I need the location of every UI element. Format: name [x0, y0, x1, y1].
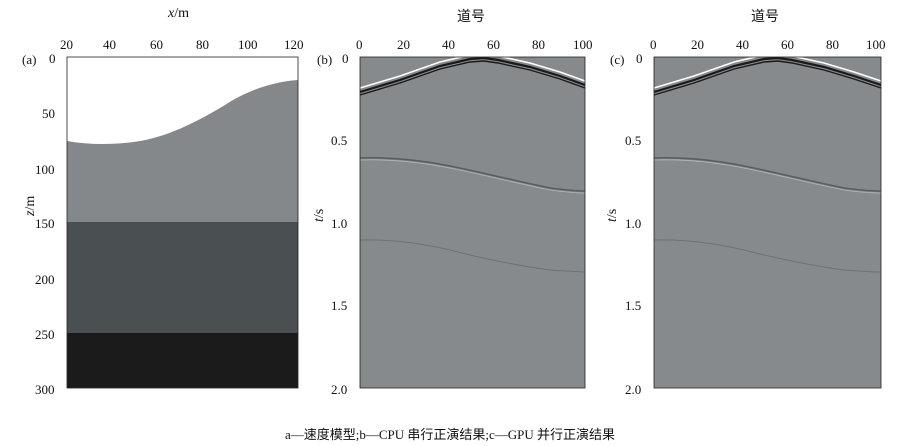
panel-c-xtick: 60	[781, 37, 794, 52]
panel-a-frame	[66, 56, 299, 389]
panel-b-ytick: 1.5	[331, 298, 348, 313]
panel-c-xtick: 40	[736, 37, 749, 52]
panel-a-xtick: 20	[60, 37, 73, 52]
layer-2-fill	[67, 222, 298, 333]
event-1-dark-2	[359, 60, 586, 96]
panel-c-label: (c)	[610, 52, 625, 67]
panel-a-xtick: 60	[150, 37, 163, 52]
panel-c-background	[654, 57, 881, 388]
layer-3-fill	[67, 333, 298, 388]
panel-c-frame	[653, 56, 882, 389]
panel-a-xtick: 120	[284, 37, 304, 52]
event-2-light	[653, 159, 882, 194]
panel-b-ytick: 1.0	[331, 216, 348, 231]
panel-b-xtick: 0	[356, 37, 363, 52]
event-3	[653, 239, 882, 273]
panel-a-xlabel: x/m	[168, 6, 189, 22]
event-2	[653, 157, 882, 192]
event-1-dark-2	[653, 60, 882, 96]
event-1-light	[653, 53, 882, 89]
panel-c-xtick: 80	[826, 37, 839, 52]
panel-b-xtick: 40	[442, 37, 455, 52]
panel-a-ytick: 300	[35, 382, 55, 397]
panel-c-xtick: 0	[650, 37, 657, 52]
panel-a-xlabel-unit: /m	[174, 6, 189, 21]
event-2	[359, 157, 586, 192]
panel-a-label: (a)	[22, 52, 37, 67]
panel-c-ytick: 0	[636, 51, 643, 66]
event-1-light	[359, 53, 586, 89]
panel-a-xtick: 100	[238, 37, 258, 52]
panel-c-ytick: 2.0	[625, 382, 642, 397]
event-3	[359, 239, 586, 273]
panel-c-ytick: 1.0	[625, 216, 642, 231]
panel-a-xtick: 80	[196, 37, 209, 52]
panel-a-ytick: 200	[35, 272, 55, 287]
figure-caption: a—速度模型;b—CPU 串行正演结果;c—GPU 并行正演结果	[284, 427, 616, 442]
panel-b-xtick: 60	[487, 37, 500, 52]
panel-a-ytick: 0	[49, 51, 56, 66]
panel-c-ytick: 0.5	[625, 133, 642, 148]
panel-b-frame	[359, 56, 586, 389]
panel-a-ytick: 250	[35, 327, 55, 342]
panel-c-title: 道号	[751, 10, 779, 25]
event-2-light	[359, 159, 586, 194]
panel-b-title: 道号	[457, 10, 485, 25]
layer-air	[67, 57, 298, 144]
panel-a-ytick: 50	[42, 106, 55, 121]
panel-a-xlabel-var: x	[168, 6, 175, 21]
panel-b-background	[360, 57, 585, 388]
panel-b-ytick: 0.5	[331, 133, 348, 148]
panel-a-xtick: 40	[103, 37, 116, 52]
panel-a-ytick: 150	[35, 216, 55, 231]
event-1-dark	[359, 56, 586, 94]
panel-c-ytick: 1.5	[625, 298, 642, 313]
panel-b-ytick: 2.0	[331, 382, 348, 397]
panel-b-xtick: 20	[397, 37, 410, 52]
panel-c-xtick: 100	[866, 37, 886, 52]
panel-c-xtick: 20	[691, 37, 704, 52]
event-1-dark	[653, 56, 882, 94]
panel-a-ytick: 100	[35, 162, 55, 177]
panel-b-label: (b)	[317, 52, 333, 67]
panel-b-ytick: 0	[342, 51, 349, 66]
panel-b-xtick: 80	[532, 37, 545, 52]
panel-b-xtick: 100	[573, 37, 593, 52]
